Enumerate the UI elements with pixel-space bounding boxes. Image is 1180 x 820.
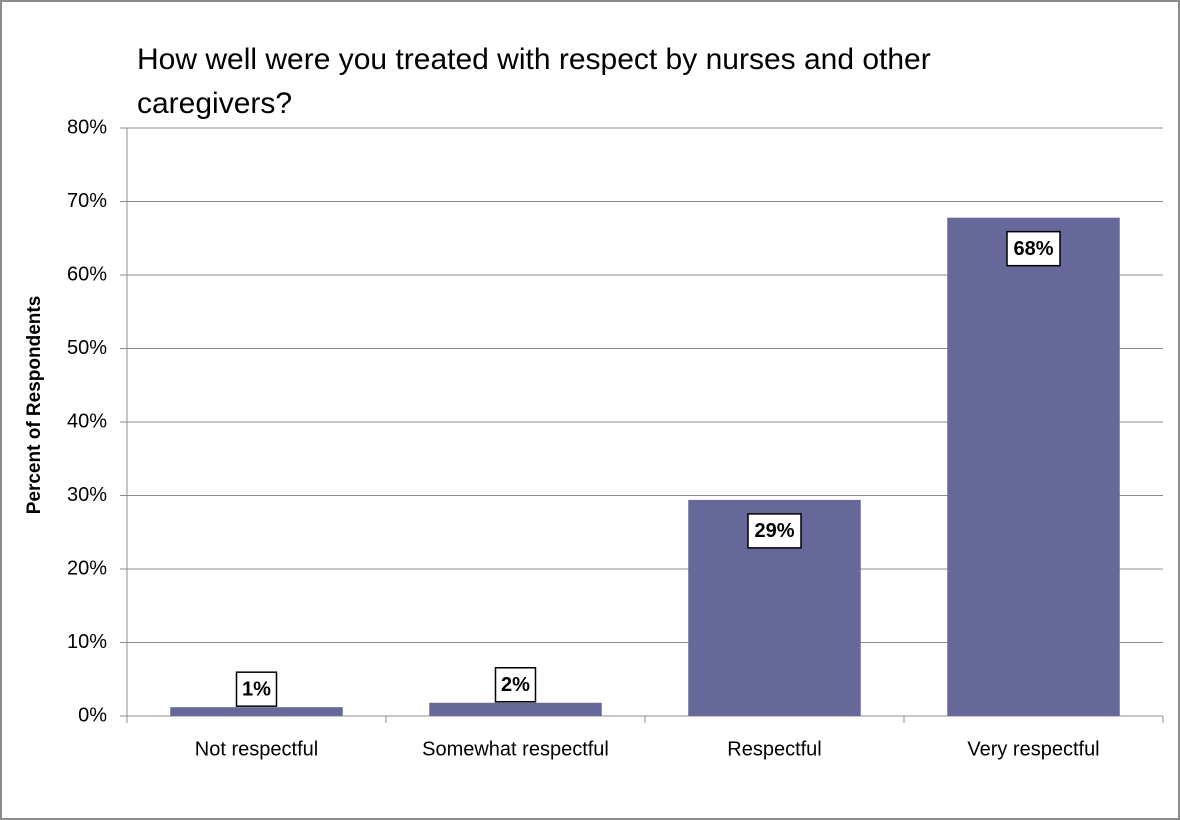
y-tick-label: 60% xyxy=(67,263,107,285)
x-tick-label: Somewhat respectful xyxy=(422,738,609,760)
y-tick-label: 30% xyxy=(67,484,107,506)
y-tick-label: 40% xyxy=(67,410,107,432)
chart-title: How well were you treated with respect b… xyxy=(137,43,931,120)
y-tick-label: 70% xyxy=(67,190,107,212)
x-tick-label: Very respectful xyxy=(967,738,1099,760)
data-label-box xyxy=(494,667,537,703)
y-tick-label: 80% xyxy=(67,116,107,138)
bar xyxy=(429,702,602,716)
data-label-box xyxy=(747,513,802,549)
bar xyxy=(170,707,343,716)
data-label-box xyxy=(1006,230,1061,267)
x-tick-label: Respectful xyxy=(727,738,822,760)
y-tick-label: 10% xyxy=(67,631,107,653)
data-label: 1% xyxy=(242,678,271,700)
data-label: 2% xyxy=(501,674,530,696)
y-tick-label: 0% xyxy=(78,704,107,726)
x-tick-label: Not respectful xyxy=(195,738,318,760)
data-label: 29% xyxy=(754,520,794,542)
y-axis-label: Percent of Respondents xyxy=(24,296,45,515)
y-tick-label: 50% xyxy=(67,337,107,359)
y-tick-label: 20% xyxy=(67,557,107,579)
data-label: 68% xyxy=(1013,238,1053,260)
data-label-box xyxy=(235,671,278,707)
bar xyxy=(947,217,1120,717)
